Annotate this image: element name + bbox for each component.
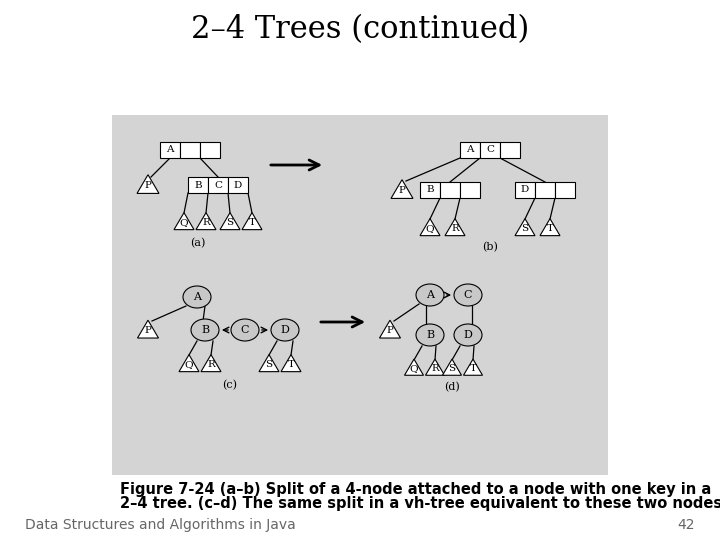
Text: R: R bbox=[451, 224, 459, 233]
Polygon shape bbox=[242, 213, 262, 230]
Polygon shape bbox=[391, 180, 413, 198]
Text: T: T bbox=[248, 218, 256, 227]
Text: Q: Q bbox=[185, 360, 193, 369]
Text: (d): (d) bbox=[444, 382, 460, 392]
Text: P: P bbox=[145, 326, 151, 335]
Text: B: B bbox=[201, 325, 209, 335]
Text: 42: 42 bbox=[678, 518, 695, 532]
Bar bbox=[555, 182, 575, 198]
Polygon shape bbox=[445, 219, 465, 235]
Text: R: R bbox=[431, 364, 439, 373]
Polygon shape bbox=[515, 219, 535, 235]
Ellipse shape bbox=[454, 324, 482, 346]
Ellipse shape bbox=[191, 319, 219, 341]
Bar bbox=[188, 177, 208, 193]
Text: (b): (b) bbox=[482, 242, 498, 252]
Bar bbox=[460, 182, 480, 198]
Text: C: C bbox=[486, 145, 494, 154]
Text: S: S bbox=[449, 364, 456, 373]
Bar bbox=[180, 142, 200, 158]
Text: B: B bbox=[426, 330, 434, 340]
Polygon shape bbox=[464, 359, 482, 375]
Text: S: S bbox=[521, 224, 528, 233]
Text: S: S bbox=[266, 360, 273, 369]
Text: D: D bbox=[234, 180, 242, 190]
Polygon shape bbox=[540, 219, 560, 235]
Polygon shape bbox=[174, 213, 194, 230]
Text: P: P bbox=[387, 326, 393, 335]
Ellipse shape bbox=[454, 284, 482, 306]
Text: A: A bbox=[166, 145, 174, 154]
Bar bbox=[500, 142, 520, 158]
Text: R: R bbox=[202, 218, 210, 227]
Text: C: C bbox=[214, 180, 222, 190]
Polygon shape bbox=[137, 175, 159, 193]
Polygon shape bbox=[405, 359, 423, 375]
Text: Q: Q bbox=[180, 218, 189, 227]
Bar bbox=[208, 177, 228, 193]
Text: A: A bbox=[193, 292, 201, 302]
Text: T: T bbox=[469, 364, 477, 373]
Text: 2–4 Trees (continued): 2–4 Trees (continued) bbox=[191, 15, 529, 45]
Text: T: T bbox=[287, 360, 294, 369]
Text: S: S bbox=[226, 218, 233, 227]
Polygon shape bbox=[196, 213, 216, 230]
Text: P: P bbox=[399, 186, 405, 195]
Text: A: A bbox=[467, 145, 474, 154]
Bar bbox=[480, 142, 500, 158]
Text: Figure 7-24 (a–b) Split of a 4-node attached to a node with one key in a: Figure 7-24 (a–b) Split of a 4-node atta… bbox=[120, 482, 711, 497]
Text: C: C bbox=[240, 325, 249, 335]
Ellipse shape bbox=[183, 286, 211, 308]
Bar bbox=[160, 142, 180, 158]
Polygon shape bbox=[201, 355, 221, 372]
Bar bbox=[440, 182, 460, 198]
Polygon shape bbox=[379, 320, 400, 338]
Text: R: R bbox=[207, 360, 215, 369]
Text: Data Structures and Algorithms in Java: Data Structures and Algorithms in Java bbox=[25, 518, 296, 532]
Bar bbox=[515, 182, 535, 198]
Text: D: D bbox=[521, 186, 529, 194]
Text: C: C bbox=[464, 290, 472, 300]
Bar bbox=[460, 142, 480, 158]
Bar bbox=[228, 177, 248, 193]
Polygon shape bbox=[420, 219, 440, 235]
Polygon shape bbox=[259, 355, 279, 372]
Ellipse shape bbox=[231, 319, 259, 341]
Polygon shape bbox=[138, 320, 158, 338]
Text: B: B bbox=[194, 180, 202, 190]
Text: A: A bbox=[426, 290, 434, 300]
Polygon shape bbox=[443, 359, 462, 375]
Text: Q: Q bbox=[426, 224, 434, 233]
Polygon shape bbox=[281, 355, 301, 372]
Text: (a): (a) bbox=[190, 238, 206, 248]
Text: (c): (c) bbox=[222, 380, 238, 390]
Ellipse shape bbox=[271, 319, 299, 341]
Bar bbox=[535, 182, 555, 198]
Text: P: P bbox=[145, 181, 151, 191]
Polygon shape bbox=[179, 355, 199, 372]
Bar bbox=[112, 115, 608, 475]
Text: D: D bbox=[464, 330, 472, 340]
Text: 2–4 tree. (c–d) The same split in a vh-tree equivalent to these two nodes.: 2–4 tree. (c–d) The same split in a vh-t… bbox=[120, 496, 720, 511]
Text: B: B bbox=[426, 186, 434, 194]
Bar bbox=[420, 182, 440, 198]
Ellipse shape bbox=[416, 324, 444, 346]
Bar bbox=[200, 142, 220, 158]
Polygon shape bbox=[220, 213, 240, 230]
Ellipse shape bbox=[416, 284, 444, 306]
Text: T: T bbox=[546, 224, 554, 233]
Text: D: D bbox=[281, 325, 289, 335]
Text: Q: Q bbox=[410, 364, 418, 373]
Polygon shape bbox=[426, 359, 444, 375]
